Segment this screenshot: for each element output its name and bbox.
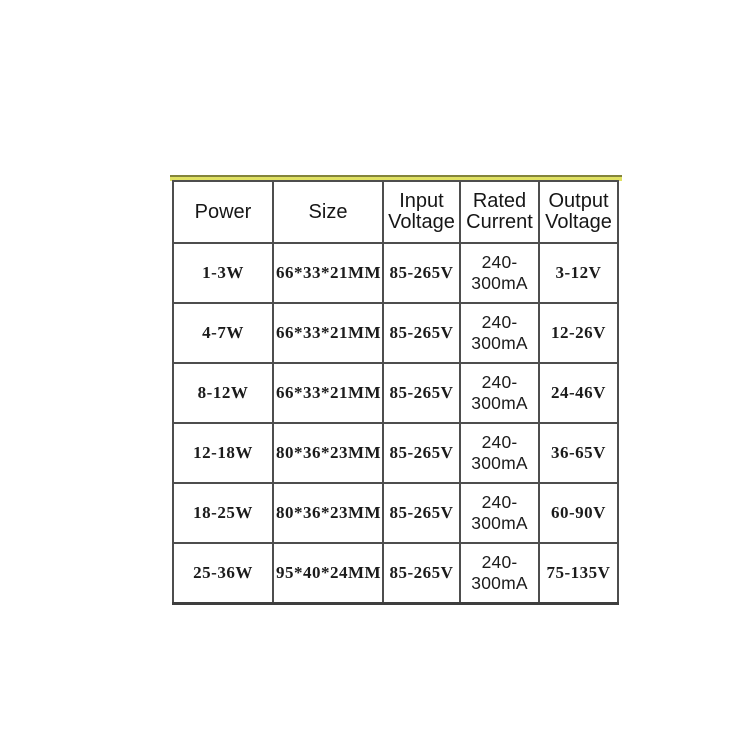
table-cell: 85-265V (382, 422, 461, 484)
table-row: 12-18W 80*36*23MM 85-265V 240-300mA 36-65V (172, 422, 619, 484)
table-cell: 85-265V (382, 482, 461, 544)
column-header-output-voltage: Output Voltage (538, 180, 619, 244)
table-row: 18-25W 80*36*23MM 85-265V 240-300mA 60-90V (172, 482, 619, 544)
table-cell: 4-7W (172, 302, 274, 364)
column-header-power: Power (172, 180, 274, 244)
table-cell: 66*33*21MM (272, 302, 384, 364)
table-cell: 240-300mA (459, 542, 540, 604)
table-row: 1-3W 66*33*21MM 85-265V 240-300mA 3-12V (172, 242, 619, 304)
table-cell: 12-26V (538, 302, 619, 364)
table-cell: 85-265V (382, 242, 461, 304)
table-cell: 95*40*24MM (272, 542, 384, 604)
column-header-size: Size (272, 180, 384, 244)
table-cell: 3-12V (538, 242, 619, 304)
table-cell: 75-135V (538, 542, 619, 604)
table-cell: 85-265V (382, 362, 461, 424)
table-row: 25-36W 95*40*24MM 85-265V 240-300mA 75-135V (172, 542, 619, 604)
table-cell: 1-3W (172, 242, 274, 304)
table-cell: 66*33*21MM (272, 362, 384, 424)
table-cell: 25-36W (172, 542, 274, 604)
yellow-accent-strip (170, 175, 622, 181)
table-cell: 240-300mA (459, 482, 540, 544)
table-cell: 12-18W (172, 422, 274, 484)
table-cell: 240-300mA (459, 422, 540, 484)
table-cell: 240-300mA (459, 362, 540, 424)
table-cell: 66*33*21MM (272, 242, 384, 304)
table-row: 8-12W 66*33*21MM 85-265V 240-300mA 24-46V (172, 362, 619, 424)
table-cell: 240-300mA (459, 242, 540, 304)
table-row: 4-7W 66*33*21MM 85-265V 240-300mA 12-26V (172, 302, 619, 364)
spec-table-body: 1-3W 66*33*21MM 85-265V 240-300mA 3-12V 4-7W 6… (172, 242, 619, 604)
table-cell: 24-46V (538, 362, 619, 424)
table-cell: 85-265V (382, 542, 461, 604)
table-cell: 80*36*23MM (272, 482, 384, 544)
table-cell: 36-65V (538, 422, 619, 484)
spec-table: Power Size Input Voltage Rated Current O… (172, 180, 619, 605)
table-cell: 80*36*23MM (272, 422, 384, 484)
table-cell: 8-12W (172, 362, 274, 424)
column-header-input-voltage: Input Voltage (382, 180, 461, 244)
column-header-rated-current: Rated Current (459, 180, 540, 244)
table-cell: 18-25W (172, 482, 274, 544)
table-cell: 85-265V (382, 302, 461, 364)
table-cell: 60-90V (538, 482, 619, 544)
header-row: Power Size Input Voltage Rated Current O… (172, 180, 619, 244)
spec-table-header: Power Size Input Voltage Rated Current O… (172, 180, 619, 244)
table-cell: 240-300mA (459, 302, 540, 364)
